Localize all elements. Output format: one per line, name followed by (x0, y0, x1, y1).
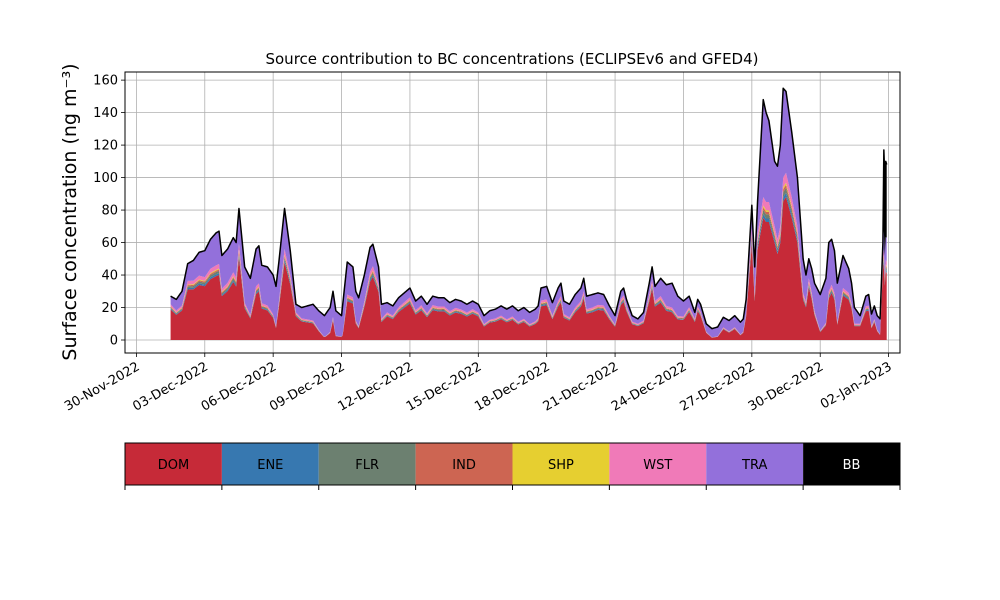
y-axis-label: Surface concentration (ng m⁻³) (59, 63, 81, 360)
legend-swatch-wst (609, 443, 707, 485)
y-tick-label: 40 (101, 269, 118, 284)
legend-label-ene: ENE (257, 458, 283, 473)
total-line (170, 87, 888, 330)
plot-frame (124, 71, 901, 354)
legend-swatch-tra (706, 443, 804, 485)
legend-label-bb: BB (843, 458, 861, 473)
legend-swatch-ind (415, 443, 513, 485)
y-tick-label: 100 (93, 171, 118, 186)
legend-swatch-flr (318, 443, 416, 485)
area-shp (170, 182, 887, 338)
y-tick-label: 0 (110, 334, 118, 349)
x-axis: 30-Nov-202203-Dec-202206-Dec-202209-Dec-… (62, 353, 895, 415)
x-tick-label: 18-Dec-2022 (472, 359, 552, 414)
x-tick-label: 02-Jan-2023 (818, 359, 895, 412)
legend-label-tra: TRA (741, 458, 767, 473)
chart-title: Source contribution to BC concentrations… (265, 50, 758, 68)
y-tick-label: 20 (101, 301, 118, 316)
y-tick-label: 160 (93, 74, 118, 89)
area-flr (170, 187, 887, 338)
legend-colorbar: DOM ENE FLR IND SHP WST TRA BB (124, 442, 901, 490)
x-tick-label: 12-Dec-2022 (336, 359, 416, 414)
y-tick-label: 80 (101, 204, 118, 219)
x-tick-label: 30-Dec-2022 (746, 359, 826, 414)
y-tick-label: 120 (93, 139, 118, 154)
legend-label-dom: DOM (158, 458, 189, 473)
x-tick-label: 15-Dec-2022 (404, 359, 484, 414)
area-ind (170, 184, 887, 338)
x-tick-label: 30-Nov-2022 (62, 359, 142, 414)
area-wst (170, 172, 887, 338)
legend-swatch-shp (512, 443, 610, 485)
x-tick-label: 06-Dec-2022 (199, 359, 279, 414)
stacked-areas (170, 88, 887, 341)
y-tick-label: 140 (93, 106, 118, 121)
area-ene (170, 192, 887, 338)
legend-label-flr: FLR (355, 458, 379, 473)
legend-label-wst: WST (643, 458, 672, 473)
x-tick-label: 03-Dec-2022 (130, 359, 210, 414)
x-tick-label: 24-Dec-2022 (609, 359, 689, 414)
x-tick-label: 09-Dec-2022 (267, 359, 347, 414)
total-line-layer (170, 87, 888, 330)
legend-label-ind: IND (452, 458, 476, 473)
legend-label-shp: SHP (548, 458, 574, 473)
area-tra (170, 88, 887, 338)
legend-swatch-ene (221, 443, 319, 485)
area-dom (170, 196, 887, 341)
legend-swatch-dom (125, 443, 222, 485)
x-tick-label: 27-Dec-2022 (677, 359, 757, 414)
x-tick-label: 21-Dec-2022 (541, 359, 621, 414)
y-axis: 0 20 40 60 80 100 120 140 160 (93, 74, 125, 349)
legend-swatch-bb (803, 443, 900, 485)
y-tick-label: 60 (101, 236, 118, 251)
